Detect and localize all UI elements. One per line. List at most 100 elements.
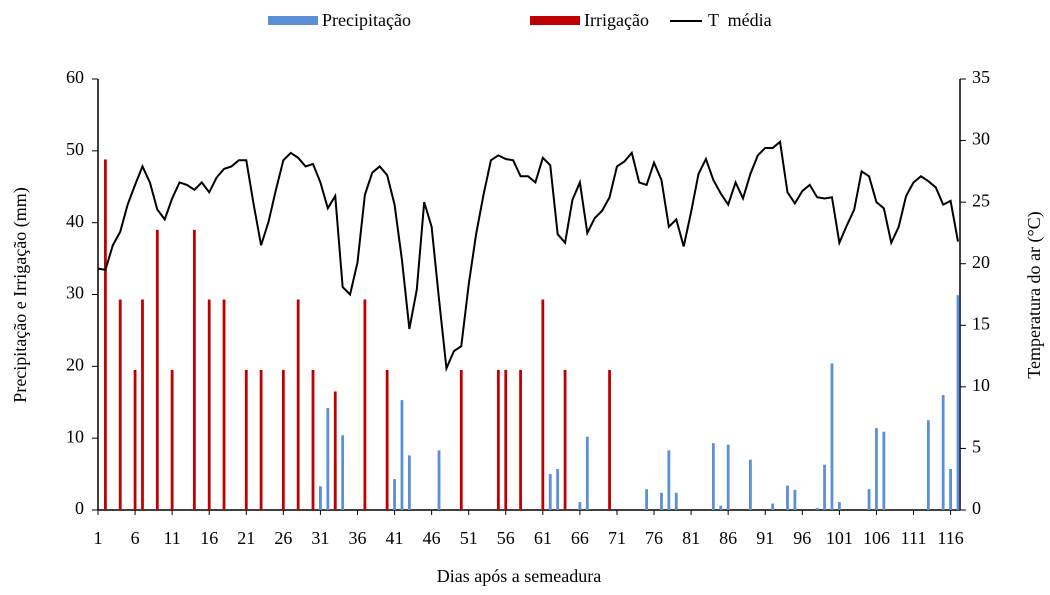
legend-label: T média [708,10,772,30]
bar [407,455,411,510]
bar [496,369,500,510]
bar [660,492,663,510]
y-tick-label: 20 [66,354,84,374]
bar [941,395,945,510]
bar [578,502,582,510]
bar [259,369,263,510]
y-tick-label: 50 [66,139,84,159]
x-tick-label: 1 [94,528,103,548]
temperature-line [97,139,959,373]
bar [823,464,826,510]
y-tick-label: 60 [66,67,84,87]
bar [563,369,567,510]
x-tick-label: 31 [311,528,329,548]
legend-label: Precipitação [322,10,411,30]
bar [956,295,960,510]
bar [459,369,463,510]
x-tick-label: 41 [386,528,404,548]
x-tick-label: 71 [608,528,626,548]
bar [674,492,678,510]
x-tick-label: 26 [274,528,292,548]
bar [296,299,300,510]
bar [926,420,930,510]
bar [519,369,522,510]
bar [400,400,404,510]
bar [815,507,819,510]
x-tick-label: 106 [863,528,890,548]
bar [363,299,367,510]
bar [711,443,715,510]
bar [222,299,226,510]
x-tick-label: 56 [497,528,515,548]
bar [726,444,730,510]
bar [504,369,508,510]
legend-swatch [268,16,318,25]
y2-tick-label: 30 [972,129,990,149]
x-tick-label: 91 [756,528,774,548]
x-tick-label: 51 [460,528,478,548]
y-tick-label: 10 [66,426,84,446]
bar [667,450,671,510]
y2-tick-label: 0 [972,498,981,518]
y-tick-label: 30 [66,283,84,303]
bar [192,229,196,510]
x-tick-label: 66 [571,528,589,548]
x-tick-label: 36 [348,528,366,548]
x-tick-label: 116 [937,528,963,548]
y2-tick-label: 15 [972,313,990,333]
x-tick-label: 21 [237,528,255,548]
y2-axis-title: Temperatura do ar (°C) [1024,211,1045,378]
bar [326,407,330,510]
bar [244,369,248,510]
bar [585,436,589,510]
bar [875,428,878,510]
bar [104,159,107,510]
bar [133,369,137,510]
x-tick-label: 46 [423,528,441,548]
x-tick-label: 111 [901,528,927,548]
bar [155,229,159,510]
y-tick-label: 0 [75,498,84,518]
y2-tick-label: 20 [972,252,990,272]
y-tick-label: 40 [66,211,84,231]
bar [311,369,315,510]
legend-swatch [530,16,580,25]
bar [118,299,122,510]
bar [882,431,886,510]
y2-tick-label: 10 [972,375,990,395]
bar [548,474,552,510]
bar [341,435,345,510]
bar [170,369,174,510]
bar [207,299,211,510]
x-tick-label: 11 [163,528,180,548]
y2-tick-label: 25 [972,190,990,210]
legend-label: Irrigação [584,10,649,30]
bar [786,485,789,510]
x-tick-label: 6 [131,528,140,548]
x-axis-title: Dias após a semeadura [437,566,601,586]
x-tick-label: 16 [200,528,218,548]
y2-tick-label: 35 [972,67,990,87]
bar [541,299,545,510]
bar [385,369,389,510]
bar [608,369,611,510]
bar [437,450,441,510]
bar [719,505,723,510]
x-tick-label: 101 [826,528,853,548]
bar [867,489,871,510]
x-tick-label: 81 [682,528,700,548]
bar [771,503,775,510]
y2-tick-label: 5 [972,437,981,457]
bar [319,486,322,510]
bar [949,469,952,510]
bar [749,459,752,510]
x-tick-label: 86 [719,528,737,548]
bar [281,369,285,510]
bar [141,299,144,510]
bar [837,502,841,510]
bar [333,391,337,510]
x-tick-label: 96 [793,528,811,548]
bar [645,489,649,510]
x-tick-label: 76 [645,528,663,548]
